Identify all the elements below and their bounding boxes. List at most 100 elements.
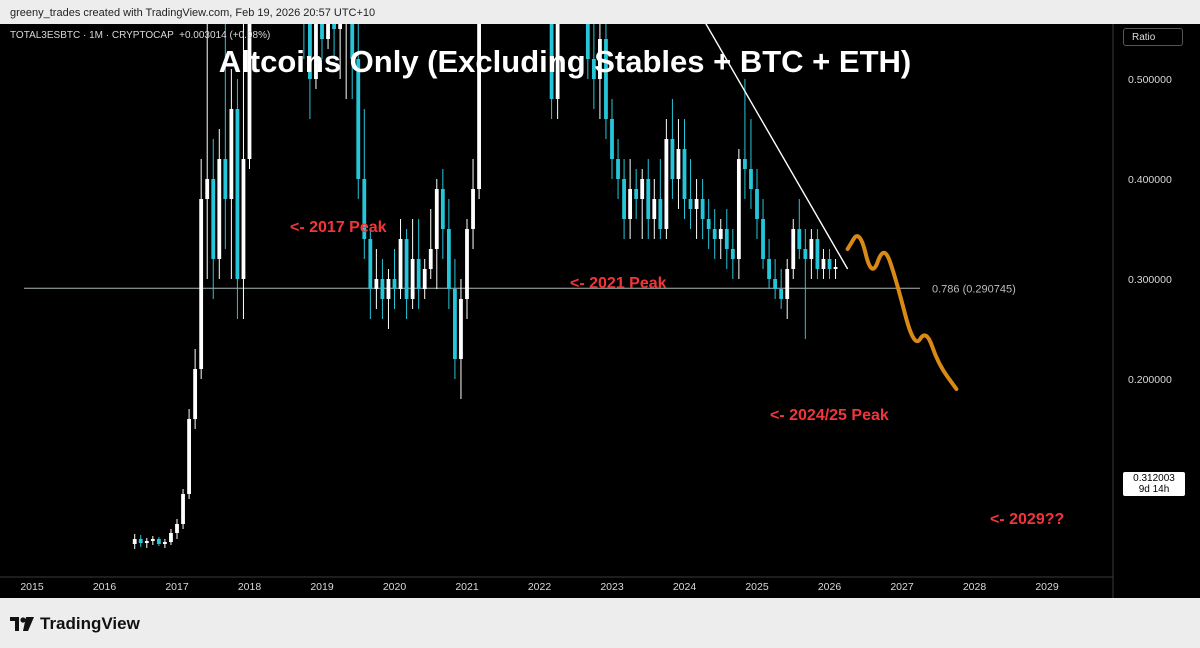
bar-countdown: 9d 14h	[1138, 484, 1170, 495]
candle-body	[688, 199, 693, 209]
candle-body	[833, 266, 838, 269]
candle-body	[459, 299, 463, 359]
candle-body	[187, 419, 191, 494]
candle-body	[610, 119, 614, 159]
candle-body	[712, 229, 717, 239]
candle-body	[338, 24, 343, 29]
candle-body	[815, 239, 820, 269]
candle-body	[718, 229, 723, 239]
candle-body	[211, 179, 216, 259]
candle-body	[229, 109, 234, 199]
x-tick-label: 2018	[238, 581, 262, 593]
candle-body	[628, 189, 633, 219]
candle-body	[380, 279, 385, 299]
candle-body	[700, 199, 705, 219]
candle-body	[809, 239, 814, 259]
candle-body	[767, 259, 771, 279]
candle-body	[217, 159, 222, 259]
candle-body	[634, 189, 639, 199]
candle-body	[785, 269, 790, 299]
candle-body	[181, 494, 185, 524]
x-tick-label: 2027	[890, 581, 914, 593]
candle-body	[144, 541, 149, 543]
candle-body	[622, 179, 626, 219]
candle-body	[779, 289, 784, 299]
candle-body	[308, 24, 312, 79]
x-tick-label: 2029	[1035, 581, 1059, 593]
candle-body	[326, 24, 330, 39]
candle-body	[670, 139, 675, 179]
current-price-value: 0.312003	[1133, 473, 1175, 484]
candlestick-chart[interactable]: 0 (1.344823)0.786 (0.290745) 0.1000000.2…	[0, 24, 1200, 598]
candle-body	[398, 239, 403, 289]
x-tick-label: 2022	[528, 581, 552, 593]
candle-body	[803, 249, 808, 259]
candle-body	[392, 279, 397, 289]
symbol-change: +0.003014 (+0.98%)	[179, 30, 271, 41]
ratio-scale-button[interactable]: Ratio	[1123, 28, 1183, 46]
x-tick-label: 2020	[383, 581, 407, 593]
candle-body	[598, 39, 602, 79]
candle-body	[386, 279, 391, 299]
candle-body	[368, 239, 373, 289]
tradingview-brand: TradingView	[40, 614, 140, 633]
candle-body	[428, 249, 433, 269]
candle-body	[199, 199, 204, 369]
candle-body	[773, 279, 778, 289]
symbol-name: TOTAL3ESBTC · 1M · CRYPTOCAP	[10, 30, 174, 41]
candle-body	[652, 199, 657, 219]
y-tick-label: 0.400000	[1128, 174, 1172, 186]
footer: TradingView	[10, 614, 140, 634]
x-tick-label: 2025	[745, 581, 769, 593]
candle-body	[404, 239, 409, 299]
x-tick-label: 2015	[20, 581, 44, 593]
candle-body	[332, 24, 336, 29]
candle-body	[446, 229, 451, 289]
chart-panel[interactable]: 0 (1.344823)0.786 (0.290745) 0.1000000.2…	[0, 24, 1200, 598]
chart-title: Altcoins Only (Excluding Stables + BTC +…	[218, 44, 912, 79]
candle-body	[362, 179, 367, 239]
candle-body	[585, 24, 590, 59]
x-tick-label: 2023	[600, 581, 624, 593]
candle-body	[247, 24, 252, 159]
candle-body	[477, 24, 481, 189]
candle-body	[591, 59, 596, 79]
candle-body	[724, 229, 729, 249]
candle-body	[640, 179, 645, 199]
candle-body	[743, 159, 747, 169]
candle-body	[736, 159, 741, 259]
candle-body	[205, 179, 210, 199]
candle-body	[314, 24, 318, 79]
x-tick-label: 2021	[455, 581, 479, 593]
candle-body	[193, 369, 198, 419]
candle-body	[320, 24, 324, 39]
candle-body	[616, 159, 620, 179]
symbol-header: TOTAL3ESBTC · 1M · CRYPTOCAP +0.003014 (…	[10, 30, 270, 41]
candle-body	[549, 24, 554, 99]
annotation-2017-peak: <- 2017 Peak	[290, 219, 387, 236]
x-tick-label: 2017	[165, 581, 189, 593]
candle-body	[241, 159, 246, 279]
candle-body	[706, 219, 711, 229]
x-tick-label: 2019	[310, 581, 334, 593]
candle-body	[163, 542, 167, 544]
candle-body	[416, 259, 421, 289]
candle-body	[761, 219, 765, 259]
tradingview-logo-icon	[10, 617, 34, 631]
candle-body	[755, 189, 759, 219]
candle-body	[453, 289, 457, 359]
projection-path	[845, 234, 959, 391]
annotation-2021-peak: <- 2021 Peak	[570, 275, 667, 292]
candle-body	[821, 259, 826, 269]
downtrend-line	[705, 24, 849, 270]
candle-body	[749, 169, 753, 189]
candle-body	[676, 149, 681, 179]
candle-body	[410, 259, 415, 299]
candle-body	[730, 249, 735, 259]
candle-body	[682, 149, 687, 199]
current-price-tag: 0.312003 9d 14h	[1123, 472, 1185, 496]
candle-body	[471, 189, 475, 229]
candle-body	[694, 199, 699, 209]
candle-body	[434, 189, 439, 249]
chart-caption: greeny_trades created with TradingView.c…	[10, 7, 376, 19]
